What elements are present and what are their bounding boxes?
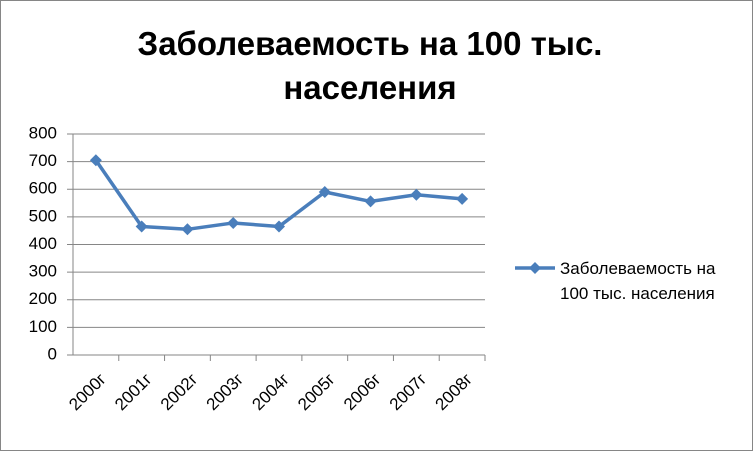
data-point (318, 186, 331, 199)
y-tick-label: 400 (29, 234, 57, 253)
data-point (364, 195, 377, 208)
x-tick-label: 2004г (248, 370, 293, 415)
data-point (89, 154, 102, 167)
series-line (94, 159, 463, 232)
y-tick-label: 200 (29, 289, 57, 308)
x-tick-label: 2003г (203, 370, 248, 415)
x-tick-label: 2007г (386, 370, 431, 415)
x-tick-label: 2005г (294, 370, 339, 415)
x-tick-label: 2002г (157, 370, 202, 415)
y-tick-label: 500 (29, 206, 57, 225)
y-tick-label: 300 (29, 262, 57, 281)
chart-title: Заболеваемость на 100 тыс. населения (137, 25, 603, 106)
data-point (181, 223, 194, 236)
x-tick-label: 2001г (111, 370, 156, 415)
legend-label: Заболеваемость на 100 тыс. населения (560, 259, 716, 303)
data-point (410, 188, 423, 201)
x-tick-label: 2006г (340, 370, 385, 415)
data-point (135, 220, 148, 233)
data-point (456, 192, 469, 205)
y-tick-label: 100 (29, 317, 57, 336)
x-tick-label: 2008г (432, 370, 477, 415)
y-tick-label: 800 (29, 123, 57, 142)
data-point (273, 220, 285, 233)
x-tick-label: 2000г (65, 370, 110, 415)
y-tick-label: 0 (48, 344, 57, 363)
legend-marker (529, 262, 541, 274)
y-tick-label: 700 (29, 151, 57, 170)
y-tick-label: 600 (29, 179, 57, 198)
data-point (227, 216, 240, 229)
